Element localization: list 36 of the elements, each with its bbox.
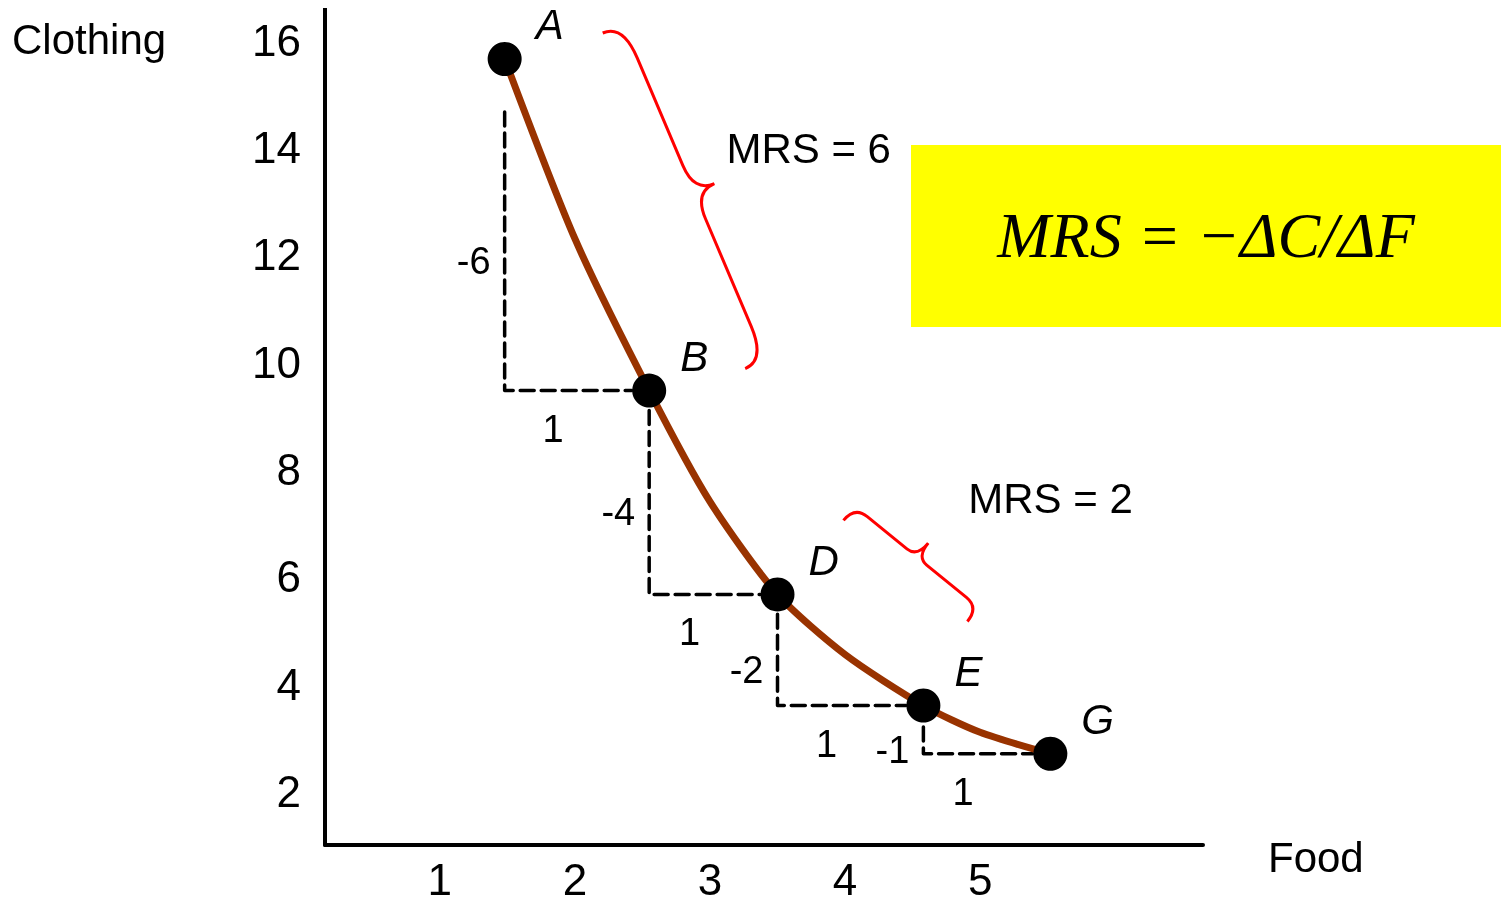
data-label: D: [808, 536, 839, 584]
annotation: -1: [875, 729, 910, 772]
y-tick-label: 10: [252, 337, 301, 387]
annotation: MRS = 6: [726, 125, 891, 173]
annotation: -2: [729, 648, 764, 691]
y-tick-label: 6: [276, 552, 301, 602]
data-label: G: [1081, 696, 1115, 744]
point: [632, 373, 667, 408]
y-tick-label: 2: [276, 766, 301, 816]
x-axis-title: Food: [1268, 833, 1364, 881]
y-tick-label: 12: [252, 230, 301, 280]
annotation: 1: [679, 611, 701, 654]
y-tick-label: 16: [252, 15, 301, 65]
y-tick-label: 4: [276, 659, 301, 709]
annotation: -6: [456, 240, 491, 283]
point: [1033, 736, 1068, 771]
x-tick-label: 1: [427, 854, 453, 904]
annotation: 1: [952, 770, 974, 813]
x-tick-label: 5: [967, 854, 993, 904]
data-label: A: [532, 1, 564, 49]
annotation: 1: [816, 722, 838, 765]
annotation: -4: [601, 491, 636, 534]
annotation: MRS = −ΔC/ΔF: [911, 145, 1501, 327]
y-axis-title: Clothing: [12, 15, 167, 63]
annotation: MRS = 2: [968, 474, 1133, 522]
y-tick-label: 14: [252, 123, 301, 172]
x-tick-label: 3: [697, 854, 723, 904]
y-tick-label: 8: [276, 444, 301, 494]
point: [760, 577, 795, 612]
data-label: E: [954, 648, 984, 695]
x-tick-label: 2: [562, 854, 588, 904]
data-label: B: [680, 333, 709, 381]
annotation: 1: [542, 407, 564, 450]
x-tick-label: 4: [832, 854, 858, 904]
point: [487, 41, 522, 76]
point: [906, 688, 941, 723]
